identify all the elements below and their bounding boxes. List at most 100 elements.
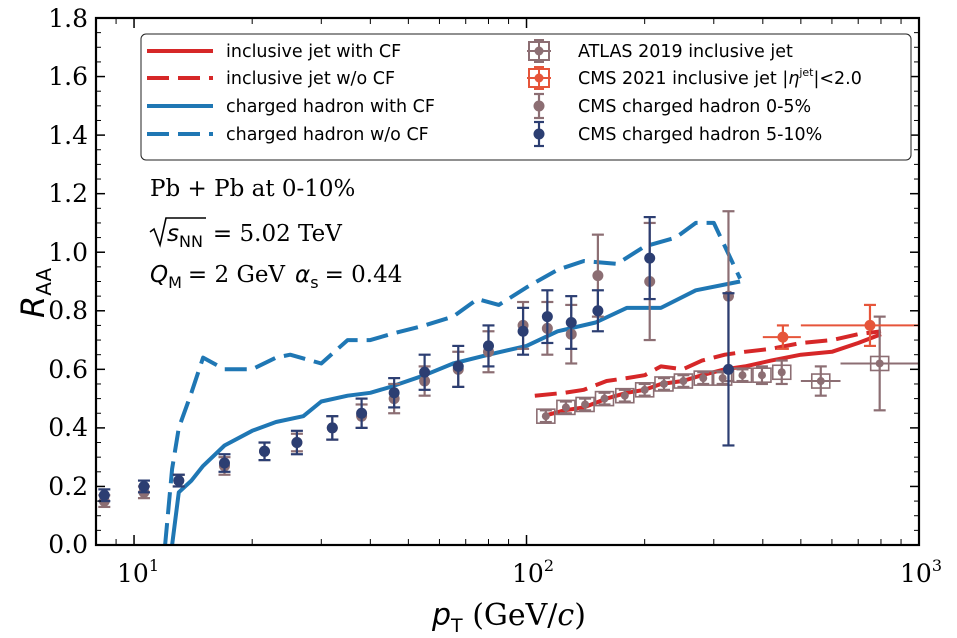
data-point-cms-charged-hadron-5-10- bbox=[517, 306, 530, 356]
systematic-box bbox=[634, 382, 655, 398]
marker bbox=[356, 407, 368, 419]
legend-marker-atlas bbox=[527, 39, 551, 63]
systematic-box bbox=[732, 367, 753, 383]
data-point-cms-charged-hadron-5-10- bbox=[541, 289, 554, 345]
x-axis-label: pT (GeV/c) bbox=[431, 598, 586, 637]
y-tick-label: 1.2 bbox=[48, 179, 88, 208]
legend-label-jet-cf: inclusive jet with CF bbox=[226, 42, 401, 62]
marker bbox=[561, 403, 570, 412]
data-point-cms-charged-hadron-5-10- bbox=[218, 453, 231, 473]
systematic-box bbox=[693, 370, 714, 386]
legend: inclusive jet with CF inclusive jet w/o … bbox=[140, 33, 912, 161]
marker bbox=[218, 457, 230, 469]
systematic-box bbox=[556, 399, 576, 416]
series-line-inclusive-jet-w-o-cf bbox=[534, 329, 882, 398]
data-point-cms-charged-hadron-5-10- bbox=[565, 295, 578, 350]
marker bbox=[326, 422, 338, 434]
data-point-atlas-2019-inclusive-jet bbox=[594, 390, 615, 407]
systematic-box bbox=[536, 408, 556, 424]
data-point-cms-2021-inclusive-jet-jet-2-0 bbox=[800, 303, 919, 348]
y-tick-label: 1.6 bbox=[48, 62, 88, 91]
marker bbox=[173, 475, 185, 487]
marker bbox=[816, 377, 825, 386]
legend-label-hadron-cf: charged hadron with CF bbox=[226, 97, 435, 117]
marker bbox=[592, 270, 604, 282]
marker bbox=[138, 480, 150, 492]
data-point-cms-charged-hadron-5-10- bbox=[326, 415, 339, 441]
sqrt-symbol bbox=[149, 217, 206, 248]
marker bbox=[541, 412, 550, 421]
marker bbox=[541, 311, 553, 323]
marker bbox=[699, 374, 708, 383]
data-point-cms-charged-hadron-5-10- bbox=[290, 429, 303, 456]
data-point-atlas-2019-inclusive-jet bbox=[712, 370, 733, 386]
data-point-cms-charged-hadron-5-10- bbox=[258, 441, 271, 462]
systematic-box bbox=[575, 396, 595, 413]
marker bbox=[259, 445, 271, 457]
data-point-cms-charged-hadron-5-10- bbox=[643, 215, 656, 301]
legend-marker-cms-5-10 bbox=[533, 120, 545, 148]
systematic-box bbox=[771, 364, 792, 381]
x-tick-labels: 101 102 103 bbox=[117, 556, 942, 588]
marker bbox=[517, 325, 529, 337]
data-point-cms-charged-hadron-5-10- bbox=[355, 397, 368, 429]
y-tick-label: 1.0 bbox=[48, 238, 88, 267]
legend-label-cms-5-10: CMS charged hadron 5-10% bbox=[578, 125, 822, 145]
marker bbox=[757, 371, 766, 380]
marker bbox=[482, 340, 494, 352]
y-tick-label: 0.0 bbox=[48, 530, 88, 559]
data-point-atlas-2019-inclusive-jet bbox=[615, 387, 635, 404]
data-point-cms-charged-hadron-5-10- bbox=[172, 473, 185, 488]
x-tick-label-10: 101 bbox=[117, 556, 159, 588]
marker bbox=[452, 360, 464, 372]
systematic-box bbox=[654, 376, 674, 392]
annotation-system: Pb + Pb at 0-10% bbox=[150, 176, 355, 202]
y-axis-label: RAA bbox=[14, 268, 56, 318]
systematic-box bbox=[752, 367, 772, 383]
y-tick-label: 1.4 bbox=[48, 121, 88, 150]
marker bbox=[722, 363, 734, 375]
marker bbox=[388, 387, 400, 399]
x-tick-label-100: 102 bbox=[512, 556, 554, 588]
x-tick-label-1000: 103 bbox=[900, 556, 942, 588]
data-point-cms-charged-hadron-5-10- bbox=[482, 324, 495, 368]
legend-box bbox=[140, 33, 912, 161]
data-point-cms-charged-hadron-5-10- bbox=[418, 353, 431, 391]
data-point-cms-charged-hadron-5-10- bbox=[722, 292, 735, 447]
legend-label-atlas: ATLAS 2019 inclusive jet bbox=[578, 42, 793, 62]
data-point-cms-charged-hadron-5-10- bbox=[137, 479, 150, 494]
data-point-cms-charged-hadron-5-10- bbox=[388, 377, 401, 409]
legend-label-cms2021: CMS 2021 inclusive jet |ηjet|<2.0 bbox=[578, 66, 862, 89]
data-point-atlas-2019-inclusive-jet bbox=[840, 315, 919, 412]
marker bbox=[98, 489, 110, 501]
marker bbox=[565, 316, 577, 328]
legend-label-hadron-nocf: charged hadron w/o CF bbox=[226, 125, 429, 145]
data-point-atlas-2019-inclusive-jet bbox=[732, 367, 753, 383]
data-point-cms-charged-hadron-5-10- bbox=[98, 488, 111, 503]
series-line-charged-hadron-with-cf bbox=[170, 279, 741, 545]
marker bbox=[419, 366, 431, 378]
legend-marker-cms2021 bbox=[527, 66, 551, 90]
y-tick-label: 0.6 bbox=[48, 355, 88, 384]
data-point-atlas-2019-inclusive-jet bbox=[575, 396, 595, 413]
marker bbox=[581, 400, 590, 409]
y-tick-label: 0.8 bbox=[48, 296, 88, 325]
data-point-atlas-2019-inclusive-jet bbox=[693, 370, 714, 386]
data-point-atlas-2019-inclusive-jet bbox=[771, 359, 792, 386]
systematic-box bbox=[810, 373, 831, 389]
annotation-energy: sNN = 5.02 TeV bbox=[167, 221, 342, 251]
marker bbox=[600, 394, 609, 403]
data-point-atlas-2019-inclusive-jet bbox=[752, 365, 772, 386]
annotation-qm-alpha: QM = 2 GeV αs = 0.44 bbox=[150, 262, 402, 292]
marker bbox=[738, 371, 747, 380]
marker bbox=[777, 368, 786, 377]
marker bbox=[592, 305, 604, 317]
series-line-charged-hadron-w-o-cf bbox=[163, 220, 742, 545]
systematic-box bbox=[673, 373, 694, 389]
data-point-atlas-2019-inclusive-jet bbox=[800, 365, 841, 397]
data-point-cms-2021-inclusive-jet-jet-2-0 bbox=[762, 324, 801, 350]
marker bbox=[291, 437, 303, 449]
marker bbox=[644, 252, 656, 264]
data-point-cms-charged-hadron-5-10- bbox=[452, 344, 465, 388]
